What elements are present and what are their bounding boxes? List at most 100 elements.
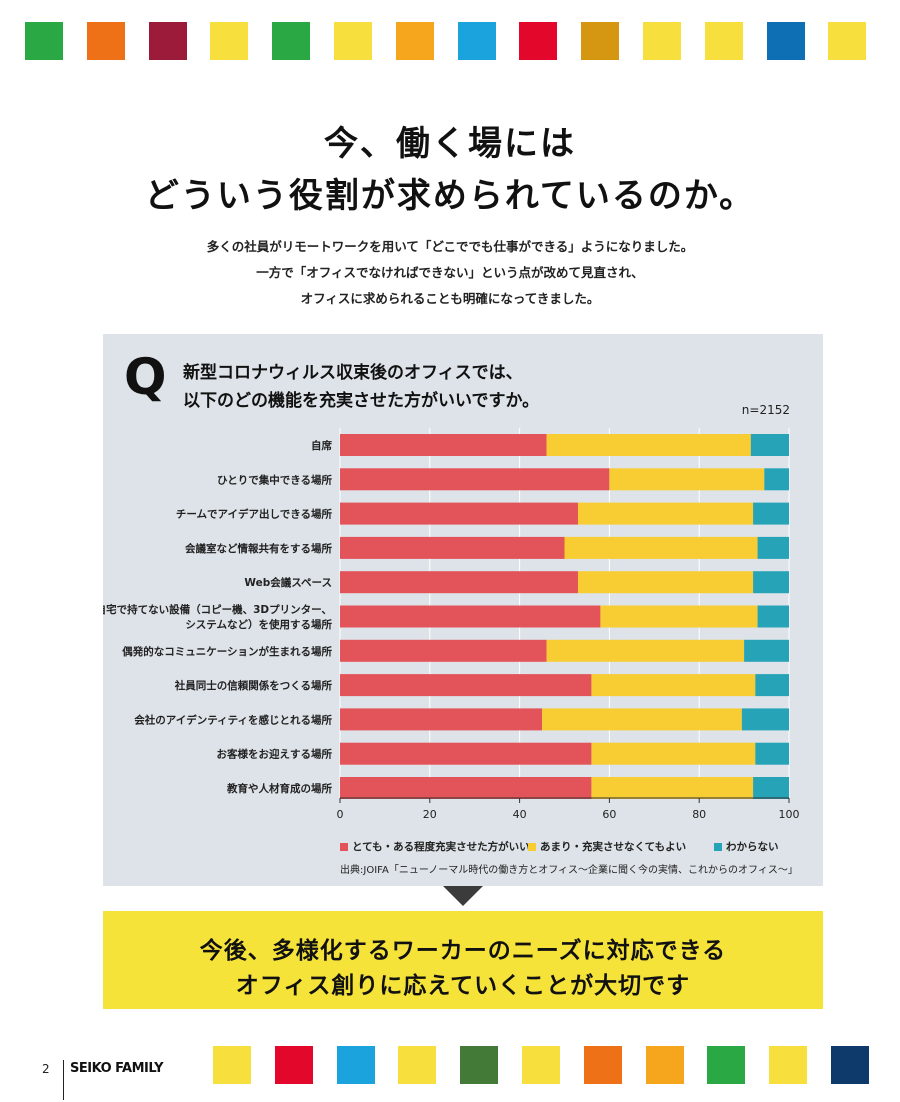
x-tick-label: 100 [779, 808, 800, 821]
color-square [272, 22, 311, 60]
legend-very-much: とても・ある程度充実させた方がいい [340, 839, 530, 854]
question-line-2: 以下のどの機能を充実させた方がいいですか。 [183, 391, 540, 411]
legend-label-very-much: とても・ある程度充実させた方がいい [352, 841, 530, 853]
category-label: 偶発的なコミュニケーションが生まれる場所 [121, 645, 332, 658]
legend-swatch-unknown [714, 842, 722, 851]
bar-somewhat [577, 571, 754, 594]
category-label: ひとりで集中できる場所 [217, 473, 332, 486]
bar-somewhat [546, 434, 751, 456]
color-square [522, 1046, 560, 1084]
page-number: 2 [42, 1062, 50, 1076]
lead-line-1: 多くの社員がリモートワークを用いて「どこででも仕事ができる」ようになりました。 [206, 239, 694, 254]
bar-unknown [753, 777, 789, 799]
color-square [395, 22, 434, 60]
lead-line-3: オフィスに求められることも明確になってきました。 [300, 291, 600, 306]
bar-very-much [340, 605, 601, 628]
x-tick-label: 20 [423, 808, 437, 821]
callout-line-1: 今後、多様化するワーカーのニーズに対応できる [199, 938, 727, 964]
bar-unknown [764, 468, 789, 491]
page-separator [63, 1060, 64, 1100]
color-square [769, 1046, 808, 1084]
bar-somewhat [564, 536, 758, 559]
category-label: システムなど）を使用する場所 [185, 618, 332, 631]
color-square [581, 22, 620, 60]
bar-very-much [340, 742, 592, 765]
bar-very-much [340, 434, 547, 456]
category-label: 社員同士の信頼関係をつくる場所 [174, 679, 333, 692]
category-label: 会社のアイデンティティを感じとれる場所 [134, 713, 332, 726]
legend-label-somewhat: あまり・充実させなくてもよい [540, 841, 687, 853]
color-square [519, 22, 558, 60]
color-square [828, 22, 867, 60]
legend-swatch-very-much [340, 842, 348, 851]
color-square [336, 1046, 375, 1084]
bar-unknown [744, 639, 789, 662]
bar-unknown [750, 434, 789, 456]
x-tick-label: 80 [692, 808, 706, 821]
bar-somewhat [546, 639, 745, 662]
callout-line-2: オフィス創りに応えていくことが大切です [235, 973, 691, 999]
bar-very-much [340, 708, 543, 731]
bar-unknown [755, 742, 789, 765]
legend-swatch-somewhat [528, 842, 536, 851]
bar-somewhat [577, 502, 754, 525]
color-square [707, 1046, 746, 1084]
bar-somewhat [591, 777, 754, 799]
bar-very-much [340, 777, 592, 799]
bar-somewhat [600, 605, 758, 628]
category-label: 会議室など情報共有をする場所 [185, 542, 332, 555]
bar-somewhat [609, 468, 765, 491]
headline-line-2: どういう役割が求められているのか。 [144, 176, 756, 216]
bar-unknown [757, 536, 789, 559]
stacked-bar-chart: 自席ひとりで集中できる場所チームでアイデア出しできる場所会議室など情報共有をする… [103, 428, 800, 821]
bar-unknown [753, 502, 789, 525]
bar-somewhat [591, 742, 756, 765]
legend-label-unknown: わからない [726, 841, 779, 853]
x-tick-label: 0 [337, 808, 344, 821]
lead-line-2: 一方で「オフィスでなければできない」という点が改めて見直され、 [256, 265, 644, 280]
category-label: 教育や人材育成の場所 [226, 782, 332, 795]
bar-very-much [340, 571, 578, 594]
bar-unknown [757, 605, 789, 628]
color-square [645, 1046, 684, 1084]
color-square [148, 22, 187, 60]
callout-box: 今後、多様化するワーカーのニーズに対応できる オフィス創りに応えていくことが大切… [103, 911, 823, 1009]
bar-very-much [340, 639, 547, 662]
color-square [457, 22, 496, 60]
bar-somewhat [591, 674, 756, 697]
color-square [213, 1046, 251, 1084]
category-label: チームでアイデア出しできる場所 [176, 508, 333, 521]
down-arrow-icon [443, 886, 483, 906]
question-line-1: 新型コロナウィルス収束後のオフィスでは、 [183, 363, 523, 383]
color-square [704, 22, 743, 60]
category-label: お客様をお迎えする場所 [217, 748, 333, 761]
x-tick-label: 40 [513, 808, 527, 821]
category-label: 自席 [311, 439, 332, 452]
headline-line-1: 今、働く場には [324, 124, 576, 164]
brand-logo: SEIKO FAMILY [70, 1061, 164, 1076]
color-square [334, 22, 372, 60]
color-square [398, 1046, 437, 1084]
bar-somewhat [542, 708, 742, 731]
x-tick-label: 60 [602, 808, 616, 821]
color-square [831, 1046, 869, 1084]
color-square [460, 1046, 499, 1084]
bar-unknown [753, 571, 789, 594]
question-mark-q: Q [124, 348, 167, 406]
sample-size: n=2152 [741, 403, 790, 417]
color-square [766, 22, 805, 60]
bar-very-much [340, 674, 592, 697]
category-label: 自宅で持てない設備（コピー機、3Dプリンター、 [103, 603, 332, 616]
color-square [274, 1046, 313, 1084]
color-square [583, 1046, 622, 1084]
color-square [86, 22, 125, 60]
bar-very-much [340, 468, 610, 491]
color-square [210, 22, 249, 60]
color-square [25, 22, 63, 60]
legend-unknown: わからない [714, 839, 779, 854]
bar-very-much [340, 502, 578, 525]
chart-source: 出典:JOIFA「ニューノーマル時代の働き方とオフィス～企業に聞く今の実情、これ… [340, 865, 798, 876]
bar-unknown [755, 674, 789, 697]
legend-somewhat: あまり・充実させなくてもよい [528, 839, 686, 854]
bar-unknown [741, 708, 789, 731]
